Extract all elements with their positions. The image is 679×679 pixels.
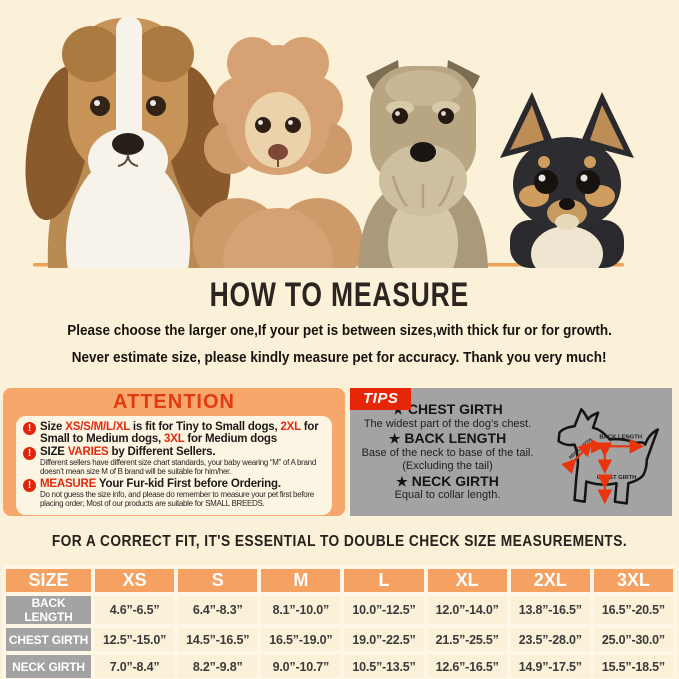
attention-lead: SIZE VARIES by Different Sellers. [40, 446, 216, 459]
tip-desc-chest: The widest part of the dog’s chest. [363, 417, 532, 430]
table-row-neck-girth: NECK GIRTH 7.0”-8.4” 8.2”-9.8” 9.0”-10.7… [6, 655, 673, 678]
tip-desc-back-2: (Excluding the tail) [402, 459, 493, 472]
size-table: SIZE XS S M L XL 2XL 3XL BACK LENGTH 4.6… [2, 565, 677, 679]
table-cell: 9.0”-10.7” [261, 655, 341, 678]
attention-item-varies: ! SIZE VARIES by Different Sellers. Diff… [23, 446, 324, 477]
hero-dog-photos [0, 0, 679, 338]
header-cell-xs: XS [95, 569, 175, 592]
table-cell: 7.0”-8.4” [95, 655, 175, 678]
attention-lead: MEASURE Your Fur-kid First before Orderi… [40, 478, 281, 491]
table-cell: 6.4”-8.3” [178, 596, 258, 624]
row-label: BACK LENGTH [6, 596, 91, 624]
table-cell: 12.6”-16.5” [427, 655, 507, 678]
attention-title: ATTENTION [113, 391, 235, 413]
table-cell: 16.5”-19.0” [261, 628, 341, 651]
table-cell: 25.0”-30.0” [593, 628, 673, 651]
attention-sub: Different sellers have different size ch… [40, 458, 316, 477]
row-label: NECK GIRTH [6, 655, 91, 678]
table-cell: 12.5”-15.0” [95, 628, 175, 651]
diagram-back-label: BACK LENGTH [599, 435, 642, 441]
table-cell: 4.6”-6.5” [95, 596, 175, 624]
chihuahua-photo [500, 92, 634, 282]
dog-measurement-diagram: BACK LENGTH NECK GIRTH CHEST GIRTH [556, 408, 659, 505]
table-cell: 8.1”-10.0” [261, 596, 341, 624]
diagram-neck-label: NECK GIRTH [567, 437, 592, 460]
table-cell: 15.5”-18.5” [593, 655, 673, 678]
table-cell: 10.5”-13.5” [344, 655, 424, 678]
star-icon: ★ [388, 431, 401, 447]
neck-girth-arrow [560, 441, 593, 475]
fit-note: FOR A CORRECT FIT, IT'S ESSENTIAL TO DOU… [51, 533, 628, 550]
attention-item-measure: ! MEASURE Your Fur-kid First before Orde… [23, 478, 324, 509]
header-cell-3xl: 3XL [593, 569, 673, 592]
intro-line-1: Please choose the larger one,If your pet… [67, 322, 612, 339]
header-cell-2xl: 2XL [510, 569, 590, 592]
table-cell: 8.2”-9.8” [178, 655, 258, 678]
tips-panel: TIPS ★ CHEST GIRTH The widest part of th… [350, 388, 672, 516]
table-cell: 14.9”-17.5” [510, 655, 590, 678]
poodle-photo [193, 37, 363, 318]
tips-tag: TIPS [350, 388, 412, 410]
table-row-chest-girth: CHEST GIRTH 12.5”-15.0” 14.5”-16.5” 16.5… [6, 628, 673, 651]
attention-panel: ATTENTION ! Size XS/S/M/L/XL is fit for … [3, 388, 345, 516]
alert-icon: ! [23, 422, 36, 435]
table-cell: 23.5”-28.0” [510, 628, 590, 651]
tip-desc-back: Base of the neck to base of the tail. [361, 447, 534, 460]
table-cell: 21.5”-25.5” [427, 628, 507, 651]
attention-lead: Size XS/S/M/L/XL is fit for Tiny to Smal… [40, 421, 319, 446]
table-cell: 12.0”-14.0” [427, 596, 507, 624]
alert-icon: ! [23, 447, 36, 461]
table-cell: 16.5”-20.5” [593, 596, 673, 624]
header-cell-m: M [261, 569, 341, 592]
attention-item-sizes: ! Size XS/S/M/L/XL is fit for Tiny to Sm… [23, 421, 324, 445]
dogs-illustration [25, 16, 634, 338]
table-row-back-length: BACK LENGTH 4.6”-6.5” 6.4”-8.3” 8.1”-10.… [6, 596, 673, 624]
tip-desc-neck: Equal to collar length. [394, 489, 501, 502]
size-table-header-row: SIZE XS S M L XL 2XL 3XL [6, 569, 673, 592]
star-icon: ★ [396, 473, 408, 489]
table-cell: 10.0”-12.5” [344, 596, 424, 624]
attention-content: ! Size XS/S/M/L/XL is fit for Tiny to Sm… [16, 416, 332, 516]
attention-sub: Do not guess the size info, and please d… [40, 490, 314, 509]
header-cell-size: SIZE [6, 569, 91, 592]
intro-line-2: Never estimate size, please kindly measu… [72, 349, 607, 366]
table-cell: 19.0”-22.5” [344, 628, 424, 651]
header-cell-l: L [344, 569, 424, 592]
header-cell-s: S [178, 569, 258, 592]
tip-title-back: ★ BACK LENGTH [388, 430, 507, 447]
row-label: CHEST GIRTH [6, 628, 91, 651]
header-cell-xl: XL [427, 569, 507, 592]
alert-icon: ! [23, 479, 36, 493]
tip-title-neck: ★ NECK GIRTH [396, 472, 499, 489]
table-cell: 13.8”-16.5” [510, 596, 590, 624]
tips-definitions: ★ CHEST GIRTH The widest part of the dog… [350, 388, 545, 516]
page-title: HOW TO MEASURE [209, 276, 470, 314]
diagram-chest-label: CHEST GIRTH [596, 475, 636, 481]
schnauzer-photo [358, 60, 488, 291]
measurement-diagram: BACK LENGTH NECK GIRTH CHEST GIRTH [545, 388, 672, 516]
table-cell: 14.5”-16.5” [178, 628, 258, 651]
